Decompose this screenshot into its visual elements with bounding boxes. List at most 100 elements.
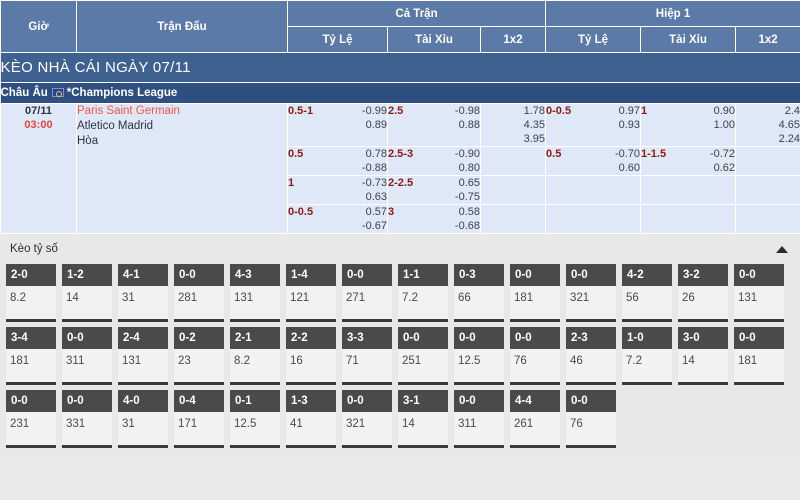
score-odds-cell-empty (622, 390, 672, 448)
score-odds-cell[interactable]: 0-0 311 (454, 390, 504, 448)
odds-cell-h1-over-under[interactable] (640, 204, 737, 234)
score-odds-value: 261 (514, 418, 534, 430)
odds-cell-h1-rate[interactable]: 0-0.5 0.97 0.93 (545, 103, 642, 147)
odds-cell-ft-1x2[interactable] (479, 175, 547, 205)
score-odds-cell[interactable]: 0-4 171 (174, 390, 224, 448)
score-badge: 1-2 (62, 264, 112, 286)
handicap-value: 0-0.5 (288, 206, 314, 218)
score-odds-value: 76 (570, 418, 583, 430)
score-odds-cell[interactable]: 3-2 26 (678, 264, 728, 322)
score-odds-cell[interactable]: 1-1 7.2 (398, 264, 448, 322)
score-odds-cell[interactable]: 0-0 181 (734, 327, 784, 385)
score-odds-cell[interactable]: 0-2 23 (174, 327, 224, 385)
score-odds-grid: 2-0 8.2 1-2 14 4-1 31 0-0 281 4-3 131 1-4 121 0-0 271… (0, 264, 800, 457)
score-odds-cell[interactable]: 4-1 31 (118, 264, 168, 322)
eu-flag-icon (51, 87, 64, 97)
score-odds-value: 56 (626, 292, 639, 304)
odds-cell-h1-1x2[interactable] (735, 204, 800, 234)
score-badge: 2-1 (230, 327, 280, 349)
odds-cell-h1-1x2[interactable] (735, 175, 800, 205)
score-odds-cell[interactable]: 2-3 46 (566, 327, 616, 385)
match-time-cell: 07/11 03:00 (0, 103, 77, 234)
score-odds-value: 76 (514, 355, 527, 367)
score-odds-cell[interactable]: 0-3 66 (454, 264, 504, 322)
score-odds-value: 8.2 (10, 292, 26, 304)
score-odds-header[interactable]: Kèo tỷ số (0, 234, 800, 264)
score-odds-cell[interactable]: 2-2 16 (286, 327, 336, 385)
score-odds-cell[interactable]: 1-3 41 (286, 390, 336, 448)
score-odds-cell[interactable]: 1-2 14 (62, 264, 112, 322)
score-odds-cell[interactable]: 3-4 181 (6, 327, 56, 385)
column-header-h1-1x2: 1x2 (735, 26, 800, 53)
odds-value: 0.62 (713, 162, 736, 174)
score-odds-cell-empty (734, 390, 784, 448)
odds-cell-h1-over-under[interactable]: 1-1.5 -0.72 0.62 (640, 146, 737, 176)
odds-value: -0.98 (454, 105, 480, 117)
score-badge: 0-0 (6, 390, 56, 412)
caret-up-icon[interactable] (776, 245, 788, 253)
odds-cell-h1-rate[interactable]: 0.5 -0.70 0.60 (545, 146, 642, 176)
odds-value: 0.65 (458, 177, 480, 189)
score-odds-cell[interactable]: 4-4 261 (510, 390, 560, 448)
odds-cell-h1-rate[interactable] (545, 175, 642, 205)
odds-value: 0.93 (618, 119, 641, 131)
score-odds-cell[interactable]: 0-0 12.5 (454, 327, 504, 385)
score-odds-cell[interactable]: 0-0 271 (342, 264, 392, 322)
league-banner[interactable]: Châu Âu *Champions League (0, 82, 800, 104)
score-odds-cell[interactable]: 0-0 321 (566, 264, 616, 322)
score-odds-cell[interactable]: 0-0 331 (62, 390, 112, 448)
odds-cell-h1-over-under[interactable]: 1 0.90 1.00 (640, 103, 737, 147)
score-odds-value: 271 (346, 292, 366, 304)
odds-cell-ft-over-under[interactable]: 2.5 -0.98 0.88 (387, 103, 481, 147)
odds-cell-ft-1x2[interactable] (479, 204, 547, 234)
odds-cell-ft-rate[interactable]: 0.5 0.78 -0.88 (287, 146, 388, 176)
score-odds-cell[interactable]: 4-2 56 (622, 264, 672, 322)
odds-cell-ft-1x2[interactable] (479, 146, 547, 176)
odds-cell-h1-over-under[interactable] (640, 175, 737, 205)
score-odds-cell[interactable]: 4-0 31 (118, 390, 168, 448)
column-header-full-match: Cả Trận (286, 0, 547, 27)
score-odds-cell[interactable]: 3-0 14 (678, 327, 728, 385)
score-odds-value: 12.5 (458, 355, 481, 367)
odds-cell-ft-over-under[interactable]: 2-2.5 0.65 -0.75 (387, 175, 481, 205)
score-odds-cell[interactable]: 3-1 14 (398, 390, 448, 448)
odds-value: -0.90 (454, 148, 480, 160)
day-banner-row: KÈO NHÀ CÁI NGÀY 07/11 (0, 52, 800, 83)
score-odds-value: 321 (346, 418, 366, 430)
score-odds-cell[interactable]: 0-1 12.5 (230, 390, 280, 448)
odds-cell-ft-rate[interactable]: 0-0.5 0.57 -0.67 (287, 204, 388, 234)
score-odds-cell[interactable]: 3-3 71 (342, 327, 392, 385)
handicap-value: 1-1.5 (641, 148, 667, 160)
odds-cell-h1-rate[interactable] (545, 204, 642, 234)
odds-cell-ft-over-under[interactable]: 2.5-3 -0.90 0.80 (387, 146, 481, 176)
odds-cell-h1-1x2[interactable]: 2.4 4.65 2.24 (735, 103, 800, 147)
score-odds-cell[interactable]: 0-0 321 (342, 390, 392, 448)
match-teams-cell[interactable]: Paris Saint Germain Atletico Madrid Hòa (76, 103, 288, 234)
odds-cell-ft-rate[interactable]: 0.5-1 -0.99 0.89 (287, 103, 388, 147)
odds-cell-ft-1x2[interactable]: 1.78 4.35 3.95 (479, 103, 547, 147)
score-odds-cell[interactable]: 0-0 76 (510, 327, 560, 385)
score-odds-cell[interactable]: 0-0 251 (398, 327, 448, 385)
odds-cell-h1-1x2[interactable] (735, 146, 800, 176)
odds-cell-ft-rate[interactable]: 1 -0.73 0.63 (287, 175, 388, 205)
score-odds-cell[interactable]: 2-0 8.2 (6, 264, 56, 322)
score-odds-cell[interactable]: 4-3 131 (230, 264, 280, 322)
score-odds-cell[interactable]: 0-0 281 (174, 264, 224, 322)
score-odds-cell[interactable]: 0-0 311 (62, 327, 112, 385)
score-odds-value: 14 (682, 355, 695, 367)
score-badge: 1-4 (286, 264, 336, 286)
odds-value: -0.73 (361, 177, 387, 189)
score-odds-value: 131 (738, 292, 758, 304)
score-odds-cell[interactable]: 1-4 121 (286, 264, 336, 322)
odds-cell-ft-over-under[interactable]: 3 0.58 -0.68 (387, 204, 481, 234)
handicap-value: 0.5-1 (288, 105, 314, 117)
score-odds-cell[interactable]: 2-1 8.2 (230, 327, 280, 385)
score-odds-cell[interactable]: 0-0 131 (734, 264, 784, 322)
score-odds-cell[interactable]: 2-4 131 (118, 327, 168, 385)
score-odds-cell[interactable]: 0-0 181 (510, 264, 560, 322)
score-odds-cell[interactable]: 0-0 231 (6, 390, 56, 448)
score-odds-cell[interactable]: 0-0 76 (566, 390, 616, 448)
score-odds-cell[interactable]: 1-0 7.2 (622, 327, 672, 385)
odds-value: 1.78 (523, 105, 546, 117)
handicap-value: 2.5 (388, 105, 404, 117)
